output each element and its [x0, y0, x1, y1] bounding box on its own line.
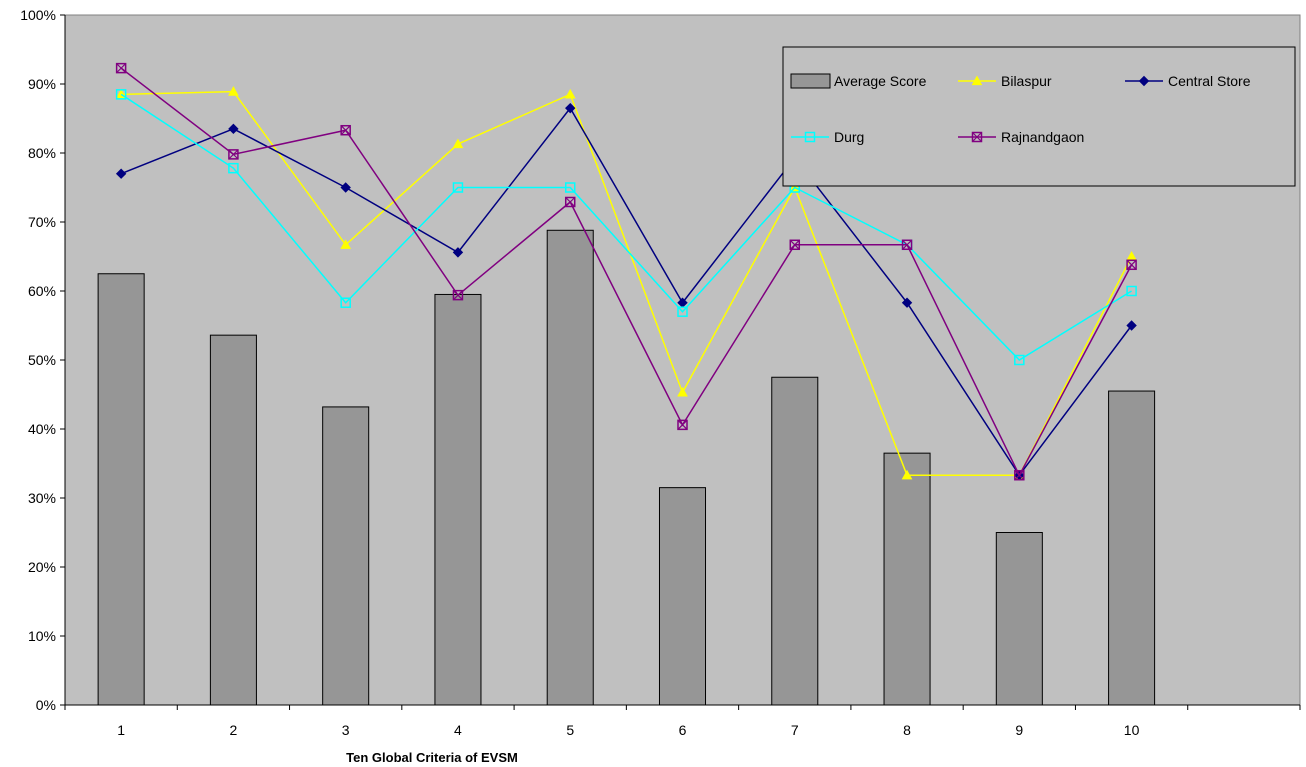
legend-label-bilaspur: Bilaspur [1001, 73, 1052, 89]
bar-average-score-1 [97, 273, 145, 706]
x-tick-label: 2 [230, 722, 238, 738]
line-durg [120, 93, 1132, 361]
axes: 0% 10% 20% 30% 40% 50% 60% 70% 80% 90% 100% 1 2 3 4 5 6 7… [20, 7, 1301, 738]
legend-box [782, 46, 1296, 187]
y-tick-label: 0% [36, 697, 56, 713]
legend-marker-durg [804, 131, 816, 143]
bar-average-score-5 [546, 229, 594, 706]
point-durg-5 [564, 182, 576, 193]
point-durg-9 [1014, 354, 1025, 366]
line-series-rajnandgaon [115, 62, 1137, 481]
point-bilaspur-6 [677, 386, 688, 397]
y-tick-label: 30% [28, 490, 56, 506]
point-central-store-8 [901, 297, 913, 308]
bar-average-score-4 [434, 293, 482, 706]
line-series-group [115, 62, 1137, 481]
bar-average-score-2 [209, 334, 257, 706]
legend-item-central-store: Central Store [1125, 73, 1251, 89]
point-bilaspur-8 [901, 469, 913, 480]
legend-item-durg: Durg [791, 129, 864, 145]
x-tick-label: 10 [1124, 722, 1140, 738]
point-bilaspur-5 [564, 88, 576, 99]
point-durg-10 [1126, 285, 1137, 297]
y-tick-label: 100% [20, 7, 56, 23]
y-tick-label: 10% [28, 628, 56, 644]
legend-item-bilaspur: Bilaspur [958, 73, 1052, 89]
legend-label-average-score: Average Score [834, 73, 927, 89]
point-central-store-4 [452, 247, 464, 258]
point-durg-6 [677, 306, 688, 317]
legend-label-durg: Durg [834, 129, 864, 145]
y-tick-label: 70% [28, 214, 56, 230]
x-tick-label: 6 [679, 722, 687, 738]
point-central-store-1 [115, 168, 127, 179]
point-rajnandgaon-10 [1126, 259, 1137, 271]
legend-label-rajnandgaon: Rajnandgaon [1001, 129, 1084, 145]
y-tick-label: 20% [28, 559, 56, 575]
legend: Average Score Bilaspur Central Store Durg Ra… [782, 46, 1296, 187]
legend-swatch-average-score [790, 73, 831, 89]
x-tick-label: 1 [117, 722, 125, 738]
x-tick-label: 7 [791, 722, 799, 738]
x-tick-label: 5 [566, 722, 574, 738]
x-tick-label: 9 [1015, 722, 1023, 738]
point-central-store-10 [1126, 320, 1137, 331]
bar-series-average-score [97, 229, 1156, 706]
x-tick-label: 8 [903, 722, 911, 738]
point-bilaspur-4 [452, 138, 464, 149]
point-central-store-3 [340, 182, 351, 193]
legend-marker-rajnandgaon [971, 131, 983, 143]
point-rajnandgaon-7 [789, 239, 801, 251]
point-central-store-2 [228, 123, 239, 135]
point-rajnandgaon-6 [677, 419, 688, 431]
bar-average-score-6 [658, 487, 707, 706]
y-tick-label: 80% [28, 145, 56, 161]
x-tick-label: 3 [342, 722, 350, 738]
legend-item-average-score: Average Score [790, 73, 927, 89]
line-central-store [120, 106, 1133, 477]
bar-average-score-8 [883, 452, 931, 706]
x-axis-title: Ten Global Criteria of EVSM [346, 750, 518, 765]
legend-item-rajnandgaon: Rajnandgaon [958, 129, 1084, 145]
y-tick-label: 60% [28, 283, 56, 299]
point-durg-3 [340, 297, 351, 308]
point-rajnandgaon-9 [1014, 469, 1025, 481]
x-tick-label: 4 [454, 722, 462, 738]
point-central-store-5 [565, 102, 576, 114]
line-bilaspur [121, 90, 1133, 476]
legend-marker-bilaspur [971, 75, 983, 86]
y-tick-label: 90% [28, 76, 56, 92]
point-rajnandgaon-4 [452, 289, 464, 301]
legend-label-central-store: Central Store [1168, 73, 1251, 89]
y-tick-label: 40% [28, 421, 56, 437]
point-durg-4 [452, 182, 464, 193]
bar-average-score-10 [1108, 390, 1156, 706]
bar-average-score-7 [771, 376, 819, 706]
point-rajnandgaon-1 [115, 62, 127, 74]
point-rajnandgaon-2 [228, 149, 239, 160]
bar-average-score-9 [995, 532, 1043, 706]
bar-average-score-3 [322, 406, 370, 706]
point-rajnandgaon-8 [901, 239, 913, 251]
point-rajnandgaon-5 [564, 196, 576, 208]
point-durg-2 [228, 162, 239, 174]
point-bilaspur-2 [228, 86, 239, 96]
point-bilaspur-3 [340, 239, 352, 249]
line-rajnandgaon [120, 67, 1133, 477]
point-rajnandgaon-3 [340, 124, 351, 136]
legend-marker-central-store [1138, 75, 1150, 87]
point-durg-1 [115, 89, 127, 100]
y-tick-label: 50% [28, 352, 56, 368]
